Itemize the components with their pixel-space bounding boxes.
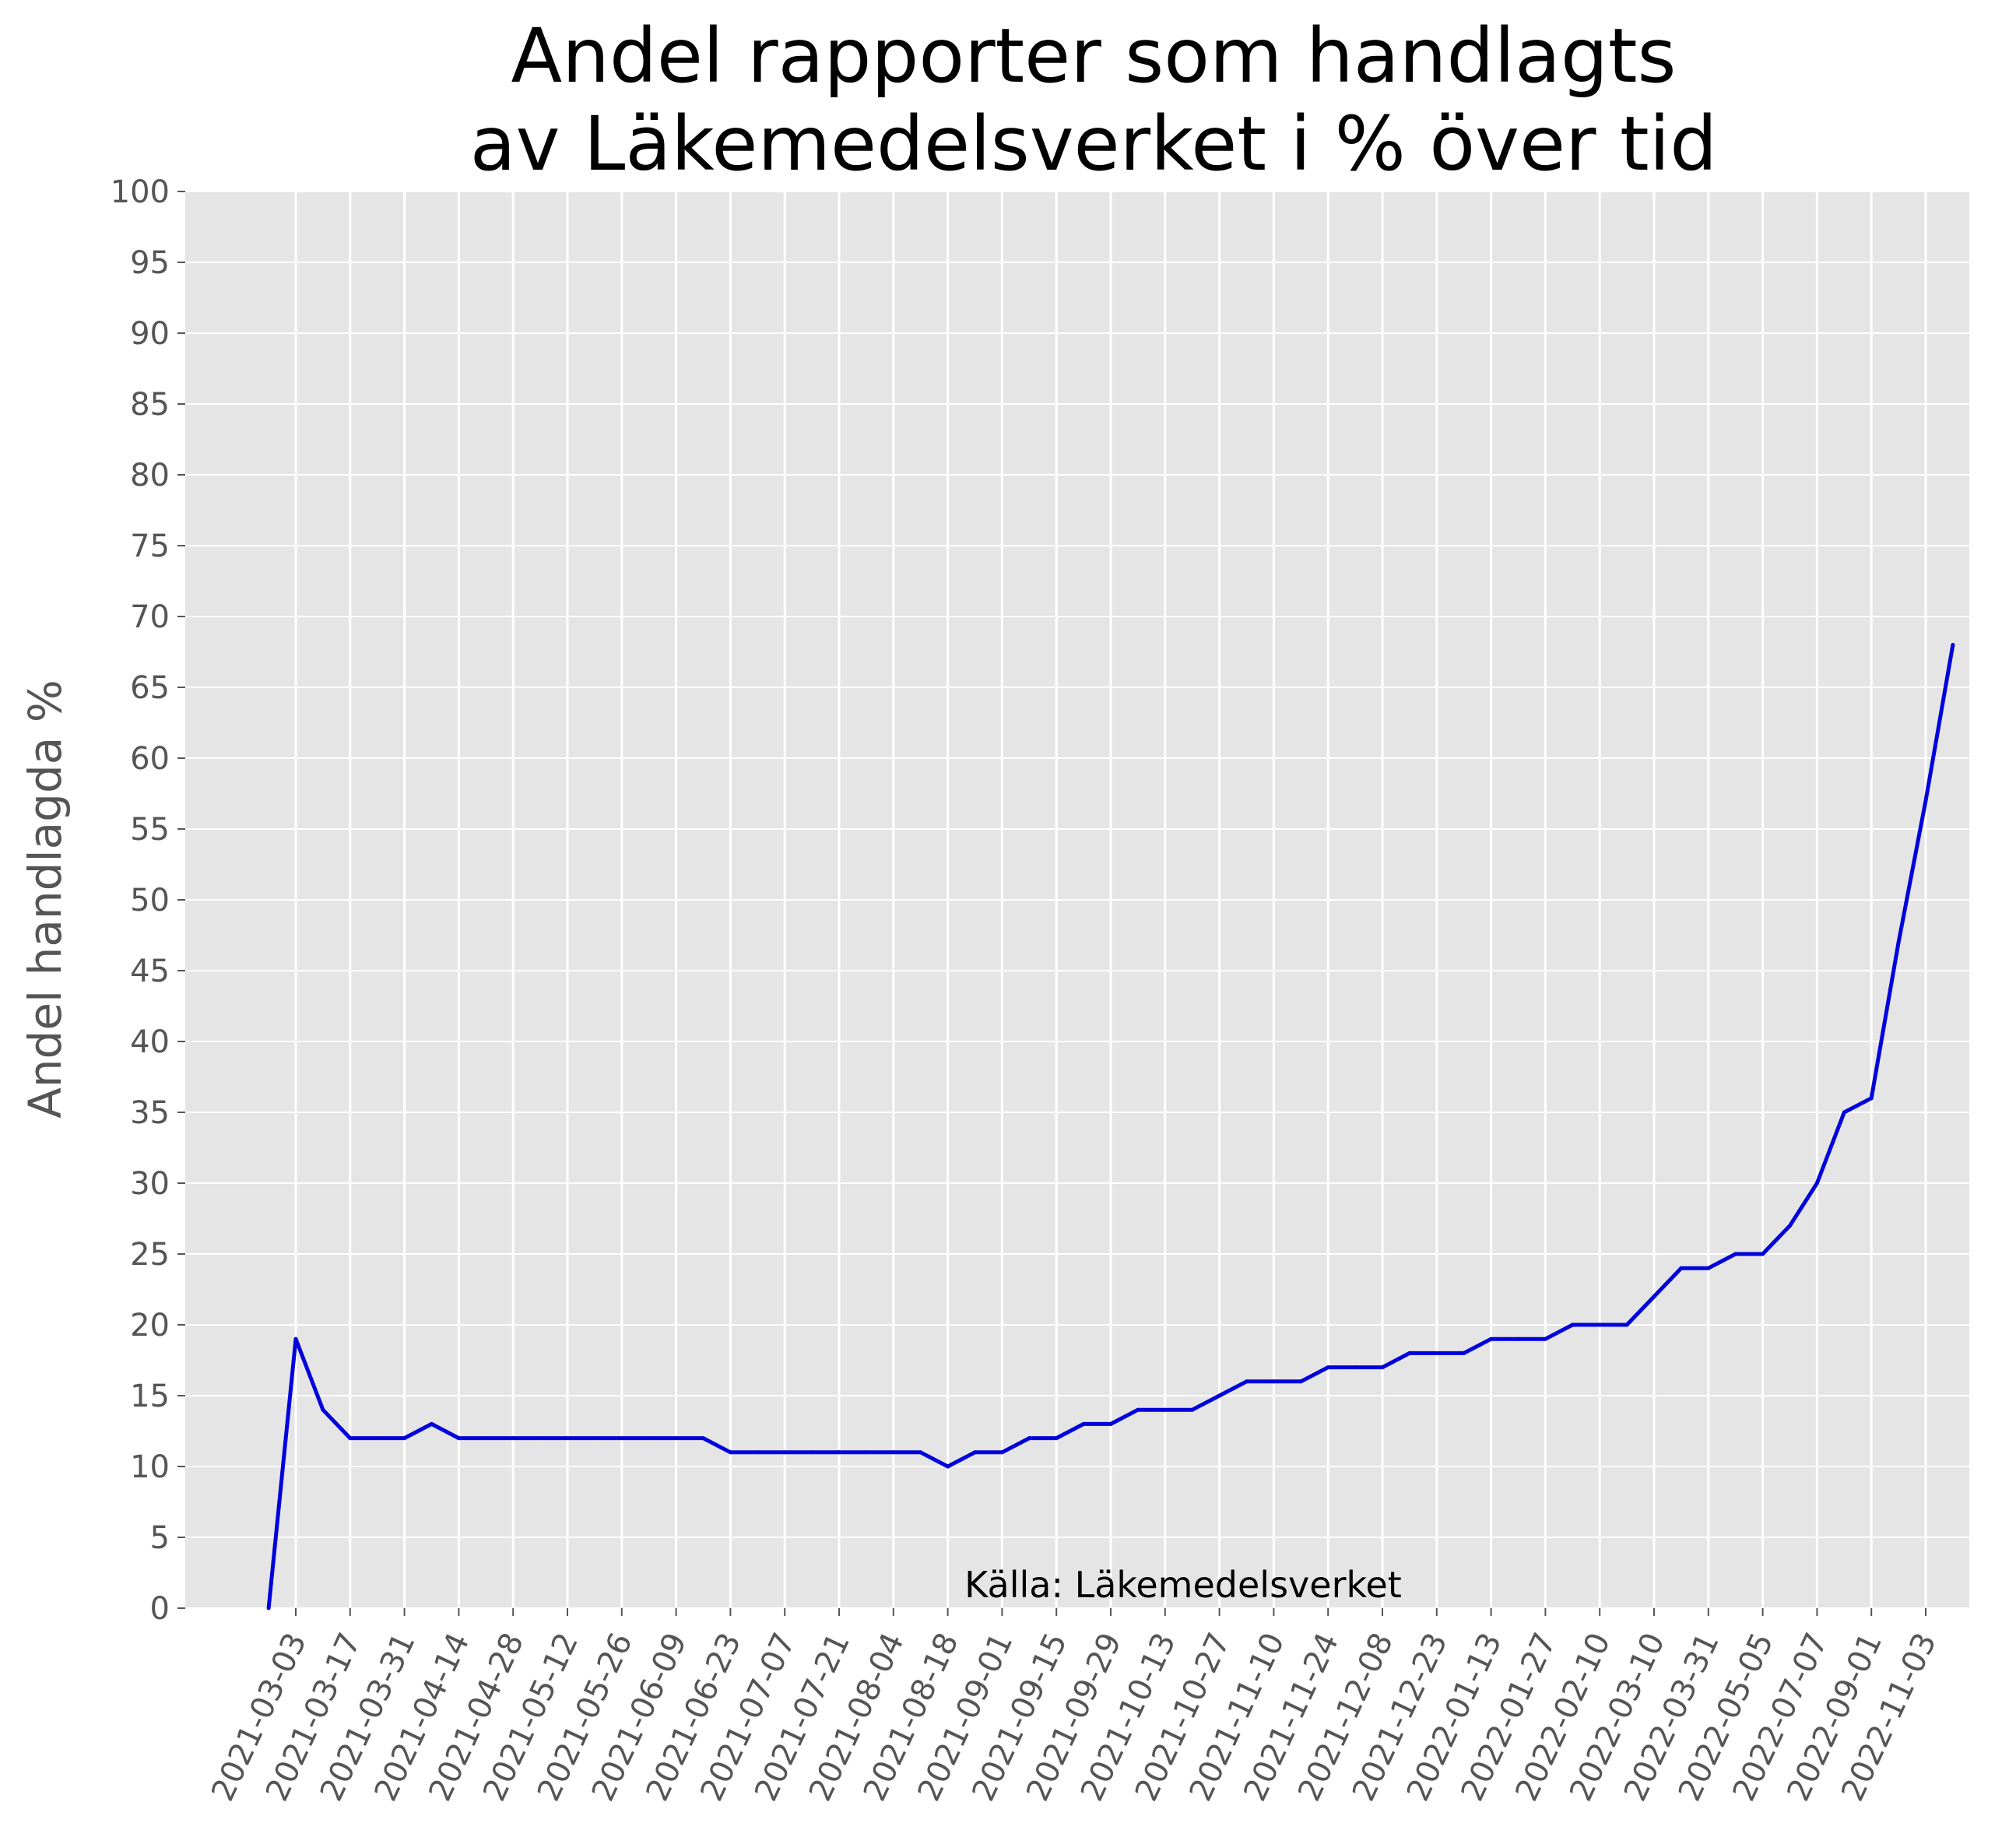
data-point — [1190, 1407, 1195, 1412]
data-point — [1896, 940, 1901, 945]
data-point — [1733, 1252, 1738, 1256]
data-point — [891, 1450, 896, 1455]
y-tick-label: 60 — [130, 741, 170, 777]
data-point — [674, 1436, 679, 1441]
data-point — [1217, 1393, 1222, 1398]
data-point — [1353, 1365, 1357, 1370]
data-point — [592, 1436, 597, 1441]
y-axis-label: Andel handlagda % — [19, 680, 72, 1119]
data-point — [755, 1450, 760, 1455]
data-point — [293, 1336, 298, 1341]
data-point — [1570, 1322, 1575, 1327]
y-tick-label: 5 — [150, 1520, 170, 1556]
data-point — [375, 1436, 380, 1441]
grid-lines — [185, 191, 1969, 1609]
data-point — [1814, 1181, 1819, 1185]
y-tick-label: 50 — [130, 883, 170, 919]
data-point — [728, 1450, 732, 1455]
data-points — [266, 642, 1955, 1610]
data-point — [946, 1464, 950, 1469]
y-tick-label: 45 — [130, 954, 170, 989]
data-point — [266, 1606, 271, 1610]
data-point — [538, 1436, 543, 1441]
data-point — [918, 1450, 923, 1455]
data-point — [1298, 1379, 1303, 1384]
source-annotation: Källa: Läkemedelsverket — [964, 1564, 1402, 1606]
data-point — [647, 1436, 652, 1441]
y-axis: 0 5 10 15 20 25 30 35 40 45 50 55 60 65 70 75 80 85 90 95 10… — [111, 174, 185, 1627]
data-point — [483, 1436, 488, 1441]
data-point — [1489, 1336, 1494, 1341]
y-tick-label: 65 — [130, 670, 170, 706]
data-point — [1407, 1351, 1412, 1355]
y-tick-label: 75 — [130, 529, 170, 564]
data-point — [1380, 1365, 1385, 1370]
data-point — [782, 1450, 787, 1455]
data-point — [1543, 1336, 1547, 1341]
y-tick-label: 15 — [130, 1379, 170, 1414]
y-tick-label: 35 — [130, 1095, 170, 1131]
chart-title-line-1: Andel rapporter som handlagts — [511, 12, 1676, 100]
data-point — [1435, 1351, 1439, 1355]
y-tick-label: 25 — [130, 1237, 170, 1273]
data-point — [402, 1436, 407, 1441]
y-tick-label: 100 — [111, 174, 170, 210]
data-point — [1951, 642, 1955, 647]
y-tick-label: 30 — [130, 1166, 170, 1202]
data-point — [1163, 1407, 1168, 1412]
data-point — [1081, 1421, 1086, 1426]
y-tick-label: 0 — [150, 1591, 170, 1627]
data-point — [999, 1450, 1004, 1455]
data-point — [1923, 799, 1928, 803]
data-point — [1761, 1252, 1765, 1256]
data-point — [1652, 1294, 1656, 1299]
data-point — [1326, 1365, 1330, 1370]
data-point — [1108, 1421, 1113, 1426]
data-point — [837, 1450, 841, 1455]
data-point — [511, 1436, 515, 1441]
data-point — [1624, 1322, 1629, 1327]
y-tick-label: 20 — [130, 1308, 170, 1344]
data-point — [701, 1436, 705, 1441]
data-point — [1679, 1266, 1684, 1270]
data-point — [620, 1436, 624, 1441]
y-tick-label: 10 — [130, 1449, 170, 1485]
data-point — [348, 1436, 353, 1441]
y-tick-label: 55 — [130, 812, 170, 848]
data-point — [456, 1436, 461, 1441]
y-tick-label: 90 — [130, 316, 170, 352]
data-point — [321, 1407, 325, 1412]
x-axis: 2021-03-032021-03-172021-03-312021-04-14… — [205, 1608, 1944, 1807]
data-point — [430, 1421, 434, 1426]
data-point — [1271, 1379, 1276, 1384]
data-point — [810, 1450, 814, 1455]
data-point — [973, 1450, 977, 1455]
chart-title-line-2: av Läkemedelsverket i % över tid — [470, 100, 1717, 188]
data-point — [1027, 1436, 1031, 1441]
data-point — [1245, 1379, 1249, 1384]
y-tick-label: 80 — [130, 458, 170, 494]
data-point — [1869, 1096, 1874, 1101]
data-point — [1788, 1224, 1792, 1228]
data-point — [1516, 1336, 1520, 1341]
y-tick-label: 40 — [130, 1024, 170, 1060]
data-point — [1054, 1436, 1059, 1441]
data-point — [1597, 1322, 1602, 1327]
y-tick-label: 95 — [130, 245, 170, 281]
y-tick-label: 70 — [130, 599, 170, 635]
data-point — [1136, 1407, 1140, 1412]
data-point — [864, 1450, 869, 1455]
data-point — [1462, 1351, 1466, 1355]
y-tick-label: 85 — [130, 387, 170, 423]
data-point — [1706, 1266, 1711, 1270]
data-point — [565, 1436, 570, 1441]
data-point — [1842, 1110, 1846, 1115]
